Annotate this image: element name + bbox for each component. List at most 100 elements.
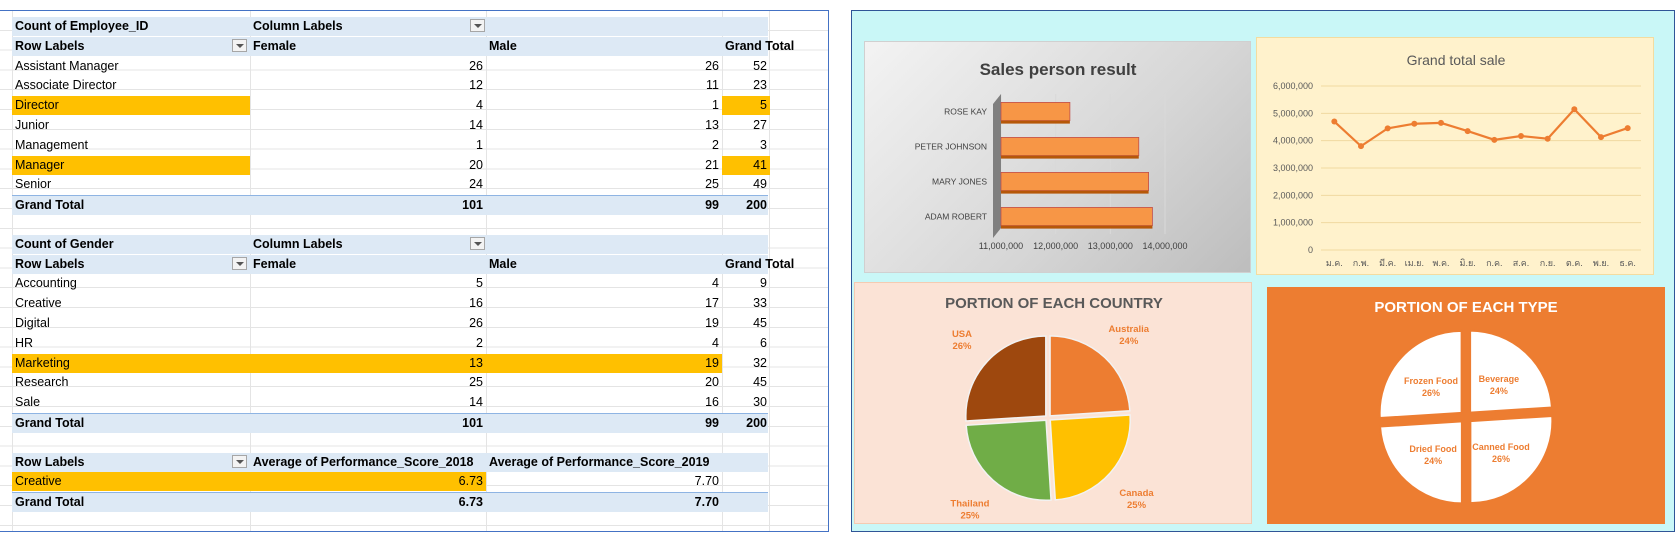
- x-tick-label: 12,000,000: [1033, 241, 1078, 251]
- pivot1-row[interactable]: Assistant Manager 26 26 52: [12, 57, 768, 76]
- data-point: [1331, 118, 1338, 125]
- pivot1-row[interactable]: Management 1 2 3: [12, 136, 768, 155]
- column-header-female: Female: [253, 38, 297, 53]
- row-label: Senior: [15, 177, 52, 192]
- sales-person-svg: Sales person result 11,000,000 12,000,000 1…: [915, 60, 1188, 251]
- pivot3-grand-total-row[interactable]: Grand Total 6.73 7.70: [12, 492, 768, 513]
- grand-total-label: Grand Total: [15, 416, 85, 430]
- pivot2-measure-row[interactable]: Count of Gender Column Labels: [12, 234, 768, 254]
- pivot1-measure-row[interactable]: Count of Employee_ID Column Labels: [12, 17, 768, 36]
- grand-total-male: 99: [705, 416, 719, 430]
- sales-person-chart[interactable]: Sales person result 11,000,000 12,000,000 1…: [864, 41, 1251, 273]
- type-pie-svg: PORTION OF EACH TYPE Beverage 24% Canned Fo…: [1374, 299, 1558, 505]
- data-point: [1411, 120, 1418, 127]
- value-score-2019: 7.70: [694, 474, 719, 489]
- slice-label: Beverage: [1479, 374, 1520, 384]
- slice-percent: 24%: [1119, 336, 1139, 347]
- pivot2-row[interactable]: Marketing 13 19 32: [12, 353, 768, 373]
- pivot1-row[interactable]: Senior 24 25 49: [12, 175, 768, 194]
- value-male: 13: [705, 118, 719, 132]
- x-tick-label: ก.ค.: [1486, 258, 1502, 268]
- pie-slice: [965, 419, 1052, 501]
- row-labels-filter-button[interactable]: [232, 256, 247, 270]
- pivot2-row[interactable]: HR 2 4 6: [12, 334, 768, 353]
- pivot1-row[interactable]: Associate Director 12 11 23: [12, 76, 768, 95]
- measure-label: Count of Employee_ID: [15, 19, 149, 33]
- value-grand-total: 49: [753, 177, 767, 192]
- pie-slice: [1049, 335, 1131, 417]
- slice-label: USA: [952, 329, 972, 340]
- column-labels-header: Column Labels: [253, 19, 343, 33]
- pivot2-row[interactable]: Sale 14 16 30: [12, 393, 768, 412]
- slice-label: Dried Food: [1409, 444, 1457, 454]
- row-label: Creative: [15, 296, 62, 311]
- country-pie-chart[interactable]: PORTION OF EACH COUNTRY Australia 24% Canad…: [854, 282, 1252, 524]
- grand-total-sale-svg: Grand total sale 0 1,000,000 2,000,000 3,000…: [1273, 52, 1641, 268]
- bar-shadow: [1001, 190, 1149, 194]
- column-labels-filter-button[interactable]: [470, 19, 485, 32]
- y-tick-label: 4,000,000: [1273, 136, 1313, 146]
- value-female: 1: [476, 137, 483, 152]
- pivot1-row[interactable]: Junior 14 13 27: [12, 116, 768, 135]
- row-labels-filter-button[interactable]: [232, 38, 247, 52]
- category-label: ROSE KAY: [944, 107, 987, 117]
- grand-total-female: 101: [462, 198, 483, 213]
- value-male: 20: [705, 375, 719, 390]
- series-line: [1333, 107, 1629, 148]
- category-label: ADAM ROBERT: [925, 212, 987, 222]
- row-labels-filter-button[interactable]: [232, 454, 247, 468]
- value-female: 14: [469, 118, 483, 132]
- row-label: Associate Director: [15, 78, 117, 93]
- x-tick-label: 14,000,000: [1142, 241, 1187, 251]
- data-point: [1624, 125, 1631, 132]
- column-header-female: Female: [253, 256, 297, 271]
- data-point: [1438, 119, 1444, 126]
- pivot2-column-header-row[interactable]: Row Labels Female Male Grand Total: [12, 254, 794, 274]
- pivot1-grand-total-row[interactable]: Grand Total 101 99 200: [12, 195, 768, 216]
- column-header-male: Male: [489, 38, 517, 53]
- x-tick-label: พ.ย.: [1593, 258, 1609, 268]
- row-label: Research: [15, 375, 69, 390]
- value-male: 26: [705, 58, 719, 73]
- value-male: 4: [712, 335, 719, 350]
- y-tick-label: 5,000,000: [1273, 108, 1313, 118]
- value-grand-total: 27: [753, 118, 767, 132]
- pivot2-row[interactable]: Creative 16 17 33: [12, 294, 768, 313]
- pivot3-header-row[interactable]: Row Labels Average of Performance_Score_2…: [12, 452, 768, 472]
- value-grand-total: 9: [760, 276, 767, 291]
- bar: [1000, 206, 1153, 226]
- bar: [1000, 137, 1140, 157]
- slice-percent: 26%: [1492, 454, 1510, 464]
- x-tick-label: ธ.ค.: [1619, 258, 1636, 268]
- slice-percent: 26%: [1422, 388, 1440, 398]
- pivot1-row[interactable]: Director 4 1 5: [12, 96, 770, 116]
- x-tick-label: 11,000,000: [979, 241, 1023, 251]
- pivot2-grand-total-row[interactable]: Grand Total 101 99 200: [12, 413, 768, 433]
- grand-total-sale-chart[interactable]: Grand total sale 0 1,000,000 2,000,000 3,000…: [1256, 37, 1654, 275]
- x-tick-label: มี.ค.: [1379, 258, 1396, 268]
- column-labels-filter-button[interactable]: [470, 236, 485, 250]
- slice-percent: 25%: [960, 511, 980, 522]
- value-female: 26: [469, 316, 483, 330]
- value-grand-total: 3: [760, 137, 767, 152]
- pivot2-row[interactable]: Digital 26 19 45: [12, 314, 768, 333]
- data-point: [1358, 143, 1364, 150]
- value-grand-total: 41: [722, 155, 770, 175]
- bar-shadow: [1001, 155, 1139, 159]
- pivot2-row[interactable]: Research 25 20 45: [12, 373, 768, 392]
- pivot1-column-header-row[interactable]: Row Labels Female Male Grand Total: [12, 36, 794, 56]
- slice-label: Frozen Food: [1404, 376, 1458, 386]
- value-grand-total: 33: [753, 296, 767, 311]
- row-labels-header: Row Labels: [15, 454, 85, 469]
- data-point: [1464, 128, 1471, 135]
- row-label: Marketing: [12, 353, 250, 373]
- chart-title: Grand total sale: [1407, 52, 1506, 68]
- y-tick-label: 1,000,000: [1273, 218, 1313, 228]
- type-pie-chart[interactable]: PORTION OF EACH TYPE Beverage 24% Canned Fo…: [1267, 287, 1665, 524]
- data-point: [1598, 134, 1604, 141]
- pivot2-row[interactable]: Accounting 5 4 9: [12, 274, 768, 293]
- data-point: [1544, 135, 1551, 142]
- value-male: 11: [706, 78, 719, 93]
- pivot3-row[interactable]: Creative 6.73 7.70: [12, 472, 768, 492]
- pivot1-row[interactable]: Manager 20 21 41: [12, 155, 770, 175]
